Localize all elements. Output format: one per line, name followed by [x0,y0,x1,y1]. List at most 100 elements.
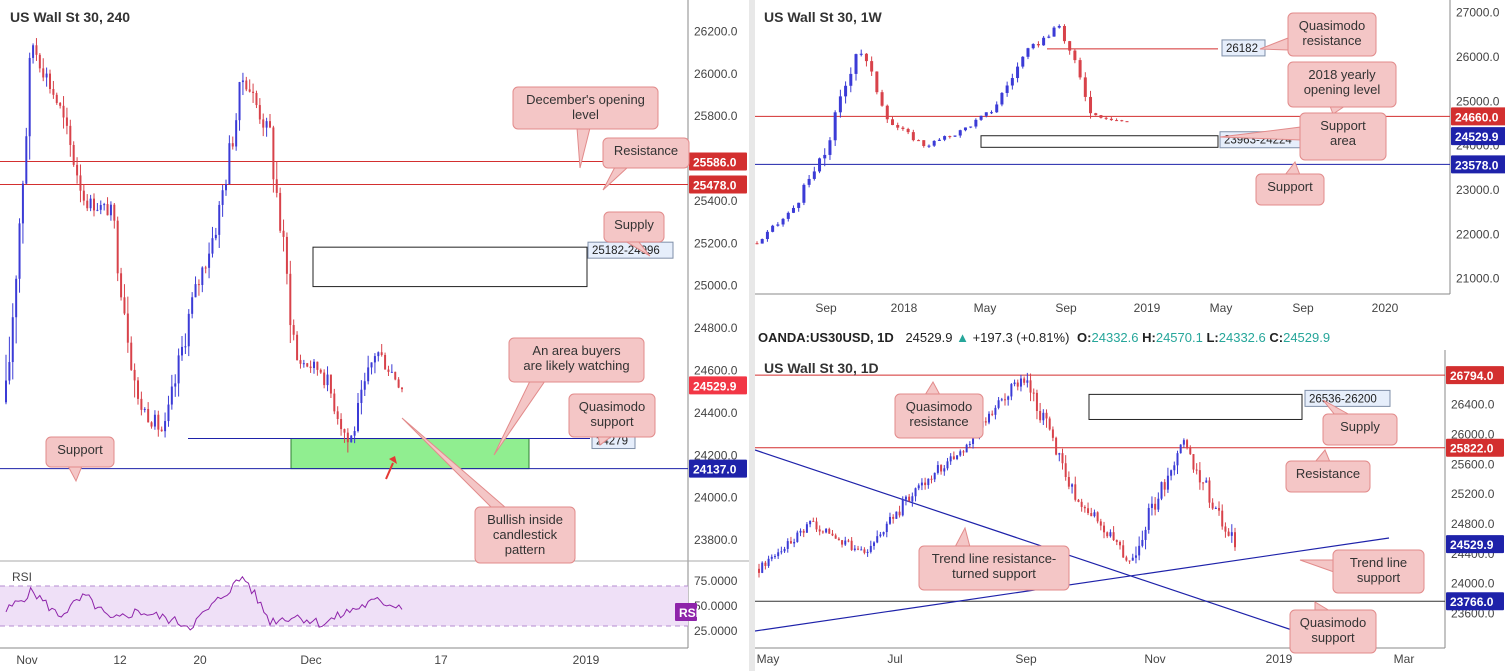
price-level-tag: 24529.9 [1450,538,1494,552]
candle-body [773,556,776,558]
candle-body [1071,484,1074,487]
candle-body [780,551,783,553]
candle-body [969,126,973,128]
candle-body [1176,453,1179,466]
supply-zone-box [312,246,588,288]
y-tick-label: 25000.0 [694,279,738,293]
candle-body [1154,503,1157,510]
candle-body [1134,555,1137,558]
chart-1d-svg[interactable]: 26400.026000.025600.025200.024800.024400… [755,350,1505,671]
candle-body [1125,557,1128,561]
candle-body [18,223,21,279]
chart-1w-svg[interactable]: 27000.026000.025000.024000.023000.022000… [755,0,1505,326]
candle-body [8,362,11,381]
candle-body [69,125,72,145]
candle-body [850,540,853,550]
x-tick-label: May [757,652,780,666]
candle-body [963,127,967,131]
candle-body [898,511,901,516]
candle-body [990,112,994,114]
candle-body [272,127,275,180]
candle-body [802,184,806,203]
candle-body [927,478,930,486]
price-level-tag: 24137.0 [693,463,737,477]
candle-body [1073,50,1077,61]
candle-body [363,381,366,390]
candle-body [1230,532,1233,536]
candle-body [863,549,866,553]
callout-quasimodo-resistance: Quasimodo [1299,18,1365,33]
candle-body [781,218,785,225]
candle-body [319,369,322,373]
candle-body [837,538,840,541]
candle-body [218,204,221,235]
candle-body [255,93,258,106]
candle-body [72,144,75,165]
chart-title: US Wall St 30, 1D [764,360,879,376]
callout-supply-box [1322,413,1398,446]
candle-body [143,408,146,410]
candle-body [1189,447,1192,455]
panel-bg [755,0,1505,326]
trend-line-resistance [755,449,1296,632]
candle-body [1007,396,1010,400]
y-tick-label: 24000.0 [1451,577,1495,591]
candle-body [15,278,18,318]
chart-panel-240[interactable]: 26200.026000.025800.025600.025400.025200… [0,0,749,671]
candle-body [265,121,268,128]
candle-body [932,140,936,146]
candle-body [1005,85,1009,93]
candle-body [793,541,796,544]
callout-support-area: Support [1320,118,1366,133]
candle-body [933,472,936,480]
x-tick-label: 2020 [1372,301,1399,315]
chart-title: US Wall St 30, 240 [10,9,130,25]
candle-body [972,434,975,444]
candle-body [968,443,971,445]
candle-body [299,360,302,364]
y-tick-label: 26000.0 [1456,50,1500,64]
chart-title: US Wall St 30, 1W [764,9,883,25]
candle-body [147,408,150,423]
candle-body [313,361,315,369]
candle-body [333,393,336,412]
candle-body [841,540,844,545]
candle-body [914,488,917,497]
chart-panel-1d[interactable]: 26400.0 26000.0 25600.0 25200.0 24800.0 24400… [755,350,1505,671]
candle-body [289,273,292,326]
candle-body [844,85,848,97]
candle-body [783,548,786,552]
close-label: C: [1269,330,1284,345]
callout-bullish-inside: candlestick [493,527,558,542]
candle-body [984,112,988,116]
callout-buyers-area-box [508,337,645,383]
price-level-tag-bg [1446,438,1504,457]
y-tick-label: 25600.0 [1451,457,1495,471]
candle-body [52,88,55,95]
rsi-tick-label: 75.0000 [694,574,738,588]
candle-body [1087,508,1090,514]
candle-body [797,202,801,208]
y-tick-label: 24800.0 [1451,517,1495,531]
x-tick-label: 2018 [891,301,918,315]
candle-body [805,524,808,533]
candle-body [153,414,156,427]
candle-body [373,356,376,363]
candle-body [377,352,380,357]
candle-body [1234,532,1236,548]
candle-body [106,204,109,216]
candle-body [924,482,927,486]
candle-body [211,238,214,254]
callout-trendline-resistance: turned support [952,566,1036,581]
candle-body [113,204,116,221]
y-tick-label: 23800.0 [694,533,738,547]
chart-panel-1w[interactable]: 27000.0 26000.0 25000.0 24000.0 23000.0 22000… [755,0,1505,326]
x-tick-label: Sep [1055,301,1077,315]
candle-body [1057,25,1061,28]
chart-240-svg[interactable]: 26200.026000.025800.025600.025400.025200… [0,0,749,671]
candle-body [1179,444,1182,454]
candle-body [269,121,271,128]
candle-body [21,183,24,224]
price-level-tag-bg [1451,155,1505,174]
candle-body [231,143,234,147]
